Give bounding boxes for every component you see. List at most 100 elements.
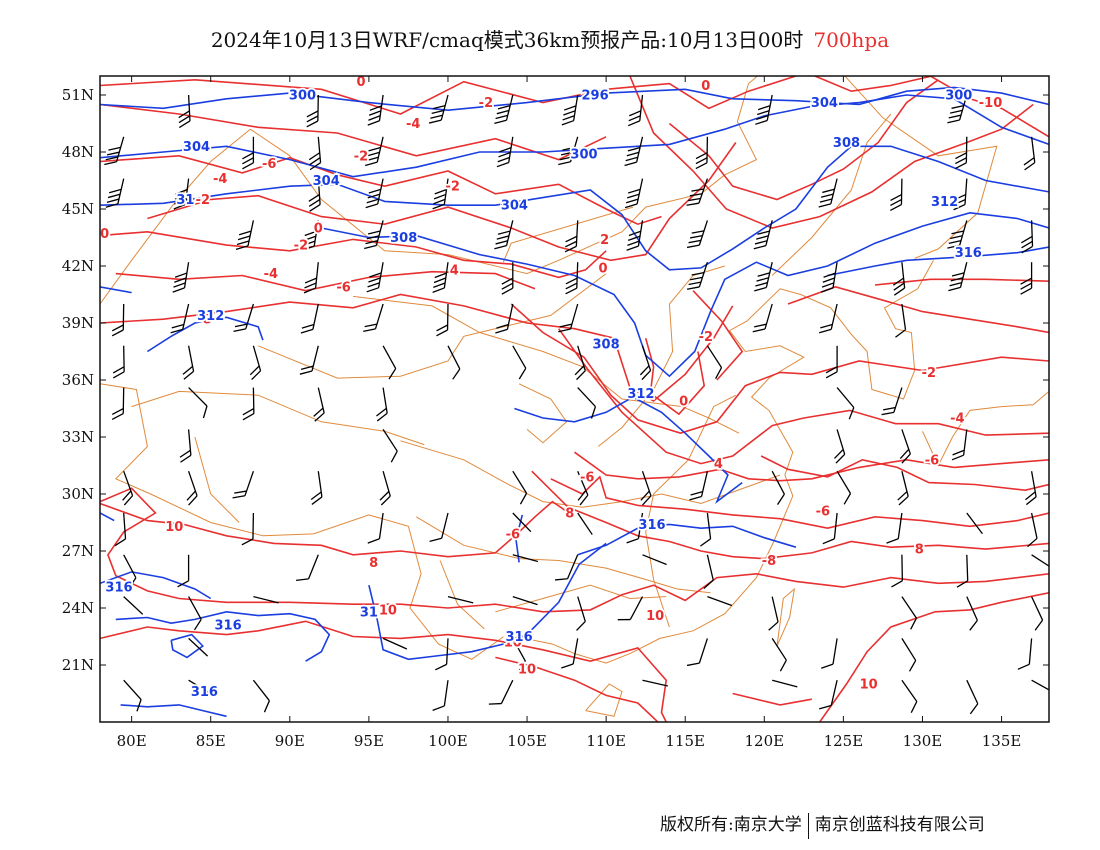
wind-barb bbox=[123, 679, 142, 712]
wind-barb bbox=[642, 679, 668, 687]
lon-label: 95E bbox=[354, 732, 384, 750]
temperature-contour bbox=[115, 270, 536, 292]
wind-barb bbox=[822, 512, 838, 545]
wind-barb bbox=[624, 136, 644, 167]
lon-label: 135E bbox=[982, 732, 1022, 750]
height-contours bbox=[100, 86, 1049, 718]
temperature-label: 10 bbox=[504, 636, 522, 651]
wind-barb bbox=[376, 387, 388, 422]
temperature-contour bbox=[930, 76, 1049, 138]
temperature-label: -4 bbox=[213, 172, 227, 187]
temperature-contour bbox=[574, 451, 1049, 482]
wind-barb bbox=[834, 429, 846, 464]
height-contour bbox=[827, 246, 1049, 277]
height-label: 316 bbox=[506, 630, 533, 645]
height-label: 316 bbox=[215, 619, 242, 634]
wind-barb bbox=[488, 679, 514, 705]
wind-barb bbox=[700, 512, 712, 547]
lat-label: 45N bbox=[62, 200, 94, 218]
wind-barb bbox=[170, 303, 190, 334]
wind-barb bbox=[577, 512, 593, 535]
height-label: 312 bbox=[197, 309, 224, 324]
latitude-axis: 51N 48N 45N 42N 39N 36N 33N 30N 27N 24N 21N bbox=[62, 86, 94, 674]
wind-barb bbox=[241, 512, 255, 546]
boundary-line bbox=[776, 587, 796, 647]
wind-barb bbox=[188, 596, 202, 631]
wind-barb bbox=[447, 595, 474, 604]
wind-barb bbox=[366, 262, 384, 293]
wind-barb bbox=[379, 471, 391, 506]
lat-label: 42N bbox=[62, 257, 94, 275]
wind-barb bbox=[706, 345, 723, 379]
wind-barb bbox=[951, 429, 968, 461]
height-contour bbox=[514, 396, 743, 504]
temperature-labels: 0-20-4-2-6-4-2-2-100-2 200-4 4-6-8-2-20-4-… bbox=[100, 76, 1004, 694]
wind-barb bbox=[695, 136, 709, 170]
boundary-line bbox=[844, 76, 998, 259]
boundary-line bbox=[194, 436, 240, 523]
temperature-contour bbox=[668, 79, 939, 201]
wind-barb bbox=[429, 512, 449, 543]
temperature-contour bbox=[692, 290, 744, 381]
wind-barb bbox=[1017, 638, 1033, 670]
wind-barb bbox=[188, 637, 209, 657]
lon-label: 90E bbox=[275, 732, 305, 750]
temperature-label: 0 bbox=[100, 227, 109, 242]
wind-barb bbox=[495, 303, 514, 334]
lat-label: 27N bbox=[62, 542, 94, 560]
wind-barb bbox=[752, 303, 773, 333]
lon-label: 110E bbox=[586, 732, 626, 750]
temperature-contour bbox=[814, 76, 933, 93]
height-contour bbox=[100, 86, 1049, 112]
wind-barb bbox=[819, 303, 838, 334]
height-label: 312 bbox=[931, 195, 958, 210]
wind-barb bbox=[886, 512, 903, 544]
wind-barb bbox=[686, 638, 709, 667]
wind-barb bbox=[626, 512, 644, 544]
temperature-label: -6 bbox=[925, 453, 939, 468]
boundary-line bbox=[258, 273, 607, 379]
wind-barb bbox=[435, 638, 449, 671]
wind-barb bbox=[512, 512, 532, 533]
height-label: 300 bbox=[289, 89, 316, 104]
wind-barb bbox=[686, 178, 709, 206]
wind-barb bbox=[966, 512, 983, 535]
wind-barb bbox=[771, 470, 785, 505]
height-contour bbox=[577, 523, 797, 556]
temperature-label: -10 bbox=[979, 96, 1003, 111]
wind-barb bbox=[105, 178, 125, 208]
temperature-label: 0 bbox=[314, 222, 323, 237]
wind-barb bbox=[512, 554, 539, 563]
temperature-label: -2 bbox=[445, 180, 459, 195]
temperature-contour bbox=[819, 592, 1049, 722]
height-label: 308 bbox=[833, 136, 860, 151]
temperature-label: 8 bbox=[915, 543, 924, 558]
wind-barb bbox=[178, 94, 191, 129]
height-label: 316 bbox=[638, 518, 665, 533]
wind-barb bbox=[617, 596, 644, 621]
wind-barb bbox=[686, 261, 709, 290]
temperature-contour bbox=[100, 230, 607, 279]
height-contour bbox=[120, 704, 227, 718]
temperature-label: 8 bbox=[565, 507, 574, 522]
wind-barb bbox=[821, 638, 838, 669]
wind-barb bbox=[177, 554, 190, 588]
temperature-contour bbox=[100, 103, 607, 161]
wind-barb bbox=[249, 345, 262, 381]
wind-barb bbox=[772, 679, 798, 688]
wind-barb bbox=[235, 220, 255, 251]
longitude-axis: 80E 85E 90E 95E 100E 105E 110E 115E 120E 125E 130E… bbox=[117, 732, 1022, 750]
wind-barb bbox=[428, 94, 449, 124]
wind-barb bbox=[818, 178, 838, 208]
height-contour bbox=[100, 94, 1049, 178]
lat-label: 48N bbox=[62, 143, 94, 161]
wind-barb bbox=[956, 554, 969, 588]
temperature-label: 10 bbox=[646, 609, 664, 624]
wind-barb bbox=[308, 178, 321, 212]
temperature-label: -6 bbox=[506, 527, 520, 542]
temperature-label: 10 bbox=[518, 662, 536, 677]
wind-barb bbox=[382, 637, 408, 650]
wind-barb bbox=[512, 470, 528, 505]
temperature-label: -8 bbox=[762, 554, 776, 569]
